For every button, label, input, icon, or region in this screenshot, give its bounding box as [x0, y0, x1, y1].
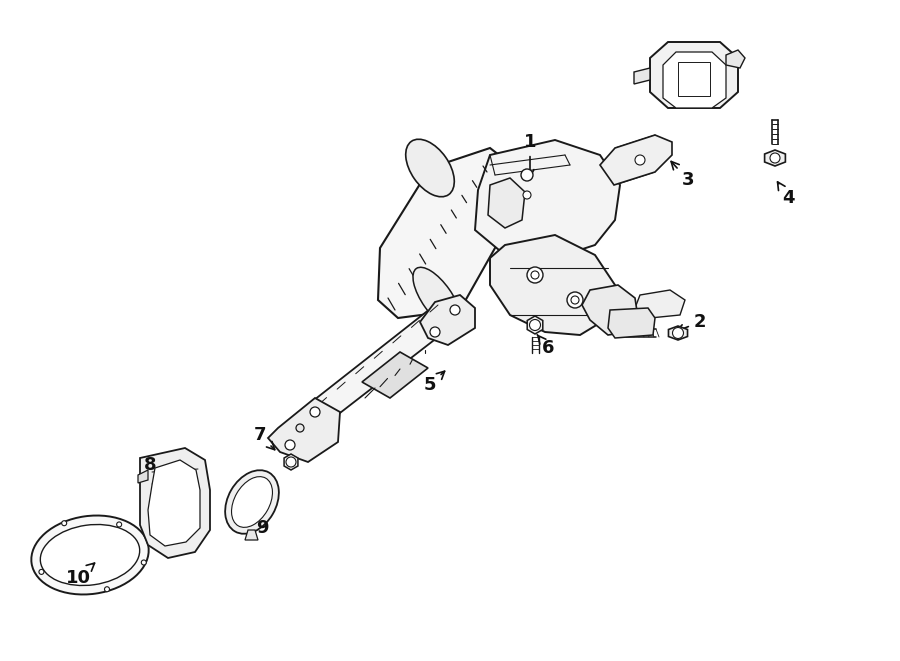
Ellipse shape [32, 516, 148, 594]
Circle shape [310, 407, 320, 417]
Circle shape [104, 587, 110, 592]
Polygon shape [268, 398, 340, 462]
Circle shape [523, 191, 531, 199]
Polygon shape [138, 470, 148, 483]
Polygon shape [488, 178, 525, 228]
Circle shape [527, 267, 543, 283]
Ellipse shape [231, 477, 273, 527]
Polygon shape [284, 454, 298, 470]
Circle shape [635, 155, 645, 165]
Polygon shape [295, 305, 460, 430]
Circle shape [770, 153, 780, 163]
Circle shape [286, 457, 296, 467]
Ellipse shape [225, 470, 279, 534]
Ellipse shape [406, 139, 454, 197]
Polygon shape [582, 285, 638, 335]
Circle shape [141, 560, 147, 565]
Polygon shape [765, 150, 786, 166]
Polygon shape [362, 352, 428, 398]
Polygon shape [669, 326, 688, 340]
Circle shape [117, 522, 122, 527]
Polygon shape [475, 140, 620, 258]
Text: 9: 9 [251, 514, 268, 537]
Circle shape [62, 521, 67, 525]
Polygon shape [245, 530, 258, 540]
Text: 7: 7 [254, 426, 274, 449]
Text: 10: 10 [66, 563, 94, 587]
Circle shape [521, 169, 533, 181]
Text: 5: 5 [424, 371, 445, 394]
Circle shape [430, 327, 440, 337]
Text: 6: 6 [537, 334, 554, 357]
Circle shape [567, 292, 583, 308]
Polygon shape [726, 50, 745, 68]
Ellipse shape [40, 524, 140, 586]
Text: 1: 1 [524, 133, 536, 177]
Text: 8: 8 [144, 456, 165, 481]
Circle shape [529, 319, 541, 330]
Polygon shape [600, 135, 672, 185]
Text: 3: 3 [671, 161, 694, 189]
Ellipse shape [413, 267, 461, 329]
Polygon shape [490, 235, 615, 335]
Circle shape [672, 327, 683, 338]
Polygon shape [635, 290, 685, 318]
Polygon shape [378, 148, 508, 318]
Circle shape [450, 305, 460, 315]
Polygon shape [608, 308, 655, 338]
Circle shape [571, 296, 579, 304]
Polygon shape [663, 52, 726, 108]
Polygon shape [634, 68, 650, 84]
Circle shape [296, 424, 304, 432]
Circle shape [285, 440, 295, 450]
Polygon shape [650, 42, 738, 108]
Text: 4: 4 [778, 182, 794, 207]
Circle shape [39, 569, 44, 574]
Polygon shape [140, 448, 210, 558]
Polygon shape [420, 295, 475, 345]
Polygon shape [148, 460, 200, 546]
Polygon shape [527, 316, 543, 334]
Circle shape [531, 271, 539, 279]
Polygon shape [678, 62, 710, 96]
Text: 2: 2 [676, 313, 706, 332]
